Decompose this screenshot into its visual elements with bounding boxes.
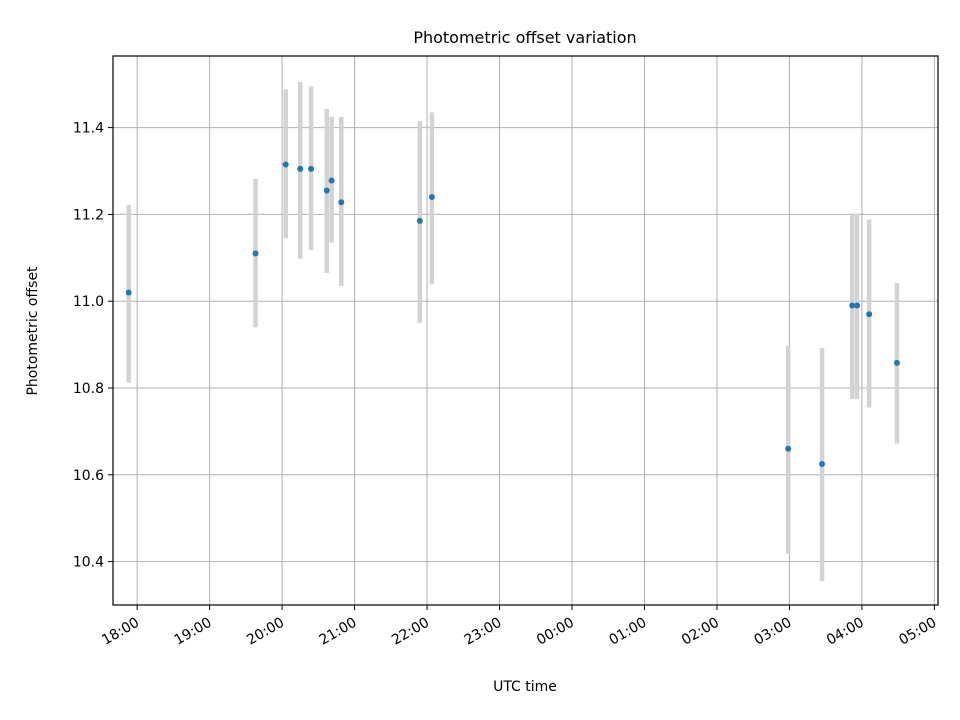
data-points [125,161,900,467]
data-point [428,194,435,201]
y-tick-label: 10.6 [73,468,104,484]
plot-frame [112,55,939,606]
data-point [297,165,304,172]
grid [113,56,938,605]
data-point [328,177,335,184]
data-point [323,187,330,194]
x-axis-label: UTC time [493,679,557,695]
data-point [866,311,873,318]
data-point [416,217,423,224]
y-tick-label: 10.4 [73,555,104,571]
y-axis: 10.4 10.6 10.8 11.0 11.2 11.4 [73,121,113,571]
data-point [338,199,345,206]
data-point [252,250,259,257]
y-tick-label: 11.0 [73,294,104,310]
data-point [849,302,856,309]
data-point [282,161,289,168]
data-point [785,445,792,452]
y-axis-label: Photometric offset [25,266,41,396]
y-tick-label: 11.4 [73,121,104,137]
data-point [854,302,861,309]
y-tick-label: 11.2 [73,207,104,223]
data-point [893,359,900,366]
chart-title: Photometric offset variation [413,28,636,47]
y-tick-label: 10.8 [73,381,104,397]
data-point [308,165,315,172]
data-point [125,289,132,296]
data-point [819,460,826,467]
